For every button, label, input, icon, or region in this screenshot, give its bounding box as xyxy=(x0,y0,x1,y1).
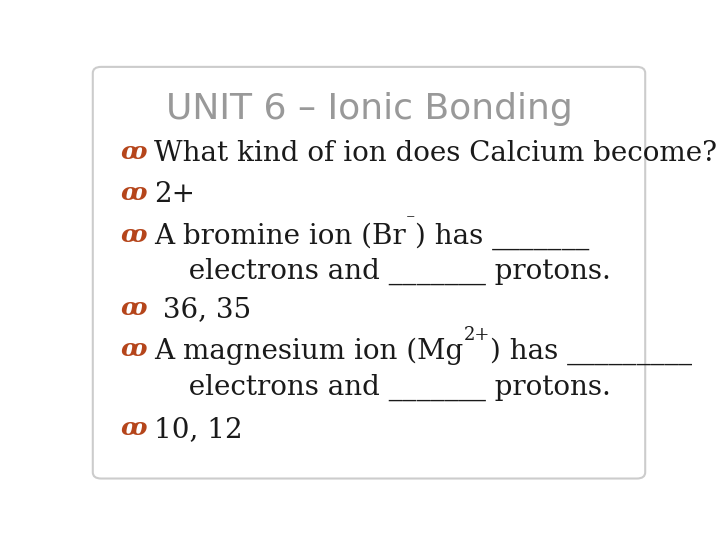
Text: ꝏ: ꝏ xyxy=(121,295,147,320)
Text: ꝏ: ꝏ xyxy=(121,223,147,247)
Text: 2+: 2+ xyxy=(154,181,195,208)
Text: What kind of ion does Calcium become?: What kind of ion does Calcium become? xyxy=(154,140,717,167)
Text: ꝏ: ꝏ xyxy=(121,140,147,164)
Text: electrons and _______ protons.: electrons and _______ protons. xyxy=(171,258,611,286)
Text: ) has _______: ) has _______ xyxy=(415,223,590,251)
FancyBboxPatch shape xyxy=(93,67,645,478)
Text: ꝏ: ꝏ xyxy=(121,416,147,440)
Text: 10, 12: 10, 12 xyxy=(154,416,243,443)
Text: 2+: 2+ xyxy=(464,326,490,343)
Text: ꝏ: ꝏ xyxy=(121,337,147,361)
Text: electrons and _______ protons.: electrons and _______ protons. xyxy=(171,373,611,401)
Text: A magnesium ion (Mg: A magnesium ion (Mg xyxy=(154,337,464,364)
Text: ꝏ: ꝏ xyxy=(121,181,147,205)
Text: UNIT 6 – Ionic Bonding: UNIT 6 – Ionic Bonding xyxy=(166,92,572,126)
Text: 36, 35: 36, 35 xyxy=(154,295,251,322)
Text: ) has _________: ) has _________ xyxy=(490,337,692,365)
Text: A bromine ion (Br: A bromine ion (Br xyxy=(154,223,406,250)
Text: ⁻: ⁻ xyxy=(406,211,415,229)
